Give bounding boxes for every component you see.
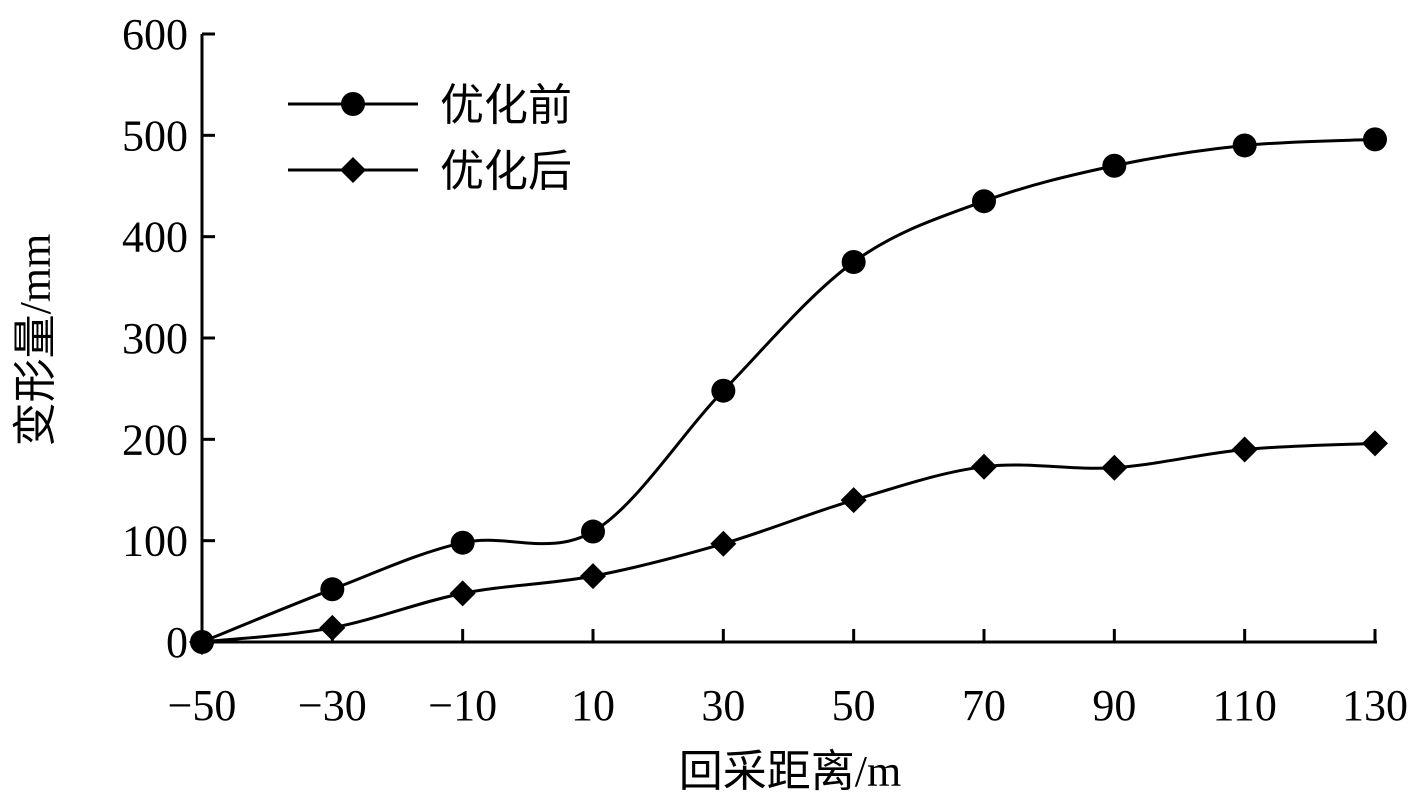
series-line-1 bbox=[201, 137, 1376, 644]
data-point-series-1 bbox=[320, 577, 345, 602]
legend-marker-1 bbox=[341, 92, 365, 116]
x-tick-label: −30 bbox=[298, 681, 367, 730]
x-tick-label: −10 bbox=[428, 681, 497, 730]
y-tick-label: 100 bbox=[122, 517, 188, 566]
axes: 0 100 200 300 400 500 600 −50 −30 −10 10 30 50 70 90 11… bbox=[122, 10, 1408, 730]
y-tick-label: 600 bbox=[122, 10, 188, 59]
y-tick-label: 0 bbox=[166, 618, 188, 667]
data-point-series-1 bbox=[1102, 153, 1127, 178]
x-tick-label: 110 bbox=[1212, 681, 1276, 730]
data-point-series-2 bbox=[840, 487, 867, 514]
series-markers bbox=[189, 127, 1388, 655]
data-point-series-2 bbox=[449, 580, 476, 607]
x-tick-label: 70 bbox=[962, 681, 1006, 730]
data-point-series-1 bbox=[841, 250, 866, 274]
data-point-series-2 bbox=[971, 453, 997, 480]
series-lines bbox=[201, 137, 1376, 644]
data-point-series-2 bbox=[580, 563, 606, 590]
x-tick-label: 50 bbox=[832, 681, 876, 730]
data-point-series-2 bbox=[710, 530, 737, 557]
data-point-series-1 bbox=[1232, 133, 1257, 158]
legend-marker-2 bbox=[340, 157, 366, 183]
legend-label-2: 优化后 bbox=[440, 147, 572, 196]
y-tick-label: 400 bbox=[122, 213, 188, 262]
x-axis-title: 回采距离/m bbox=[679, 747, 901, 796]
data-point-series-1 bbox=[972, 189, 996, 214]
x-tick-label: 30 bbox=[701, 681, 745, 730]
y-tick-label: 300 bbox=[122, 314, 188, 363]
x-tick-label: 130 bbox=[1342, 681, 1408, 730]
y-axis-title: 变形量/mm bbox=[11, 234, 60, 447]
data-point-series-1 bbox=[711, 378, 736, 403]
x-tick-label: −50 bbox=[168, 681, 237, 730]
series-line-2 bbox=[201, 441, 1376, 644]
data-point-series-2 bbox=[1362, 430, 1388, 457]
x-tick-label: 90 bbox=[1092, 681, 1136, 730]
x-tick-label: 10 bbox=[571, 681, 615, 730]
legend-label-1: 优化前 bbox=[440, 81, 572, 130]
data-point-series-2 bbox=[1231, 436, 1258, 463]
data-point-series-2 bbox=[189, 629, 215, 655]
data-point-series-1 bbox=[581, 519, 605, 544]
y-tick-label: 500 bbox=[122, 111, 188, 160]
y-tick-label: 200 bbox=[122, 415, 188, 464]
data-point-series-1 bbox=[450, 530, 475, 555]
data-point-series-2 bbox=[1101, 454, 1128, 481]
data-point-series-2 bbox=[319, 614, 346, 641]
data-point-series-1 bbox=[1363, 127, 1387, 152]
